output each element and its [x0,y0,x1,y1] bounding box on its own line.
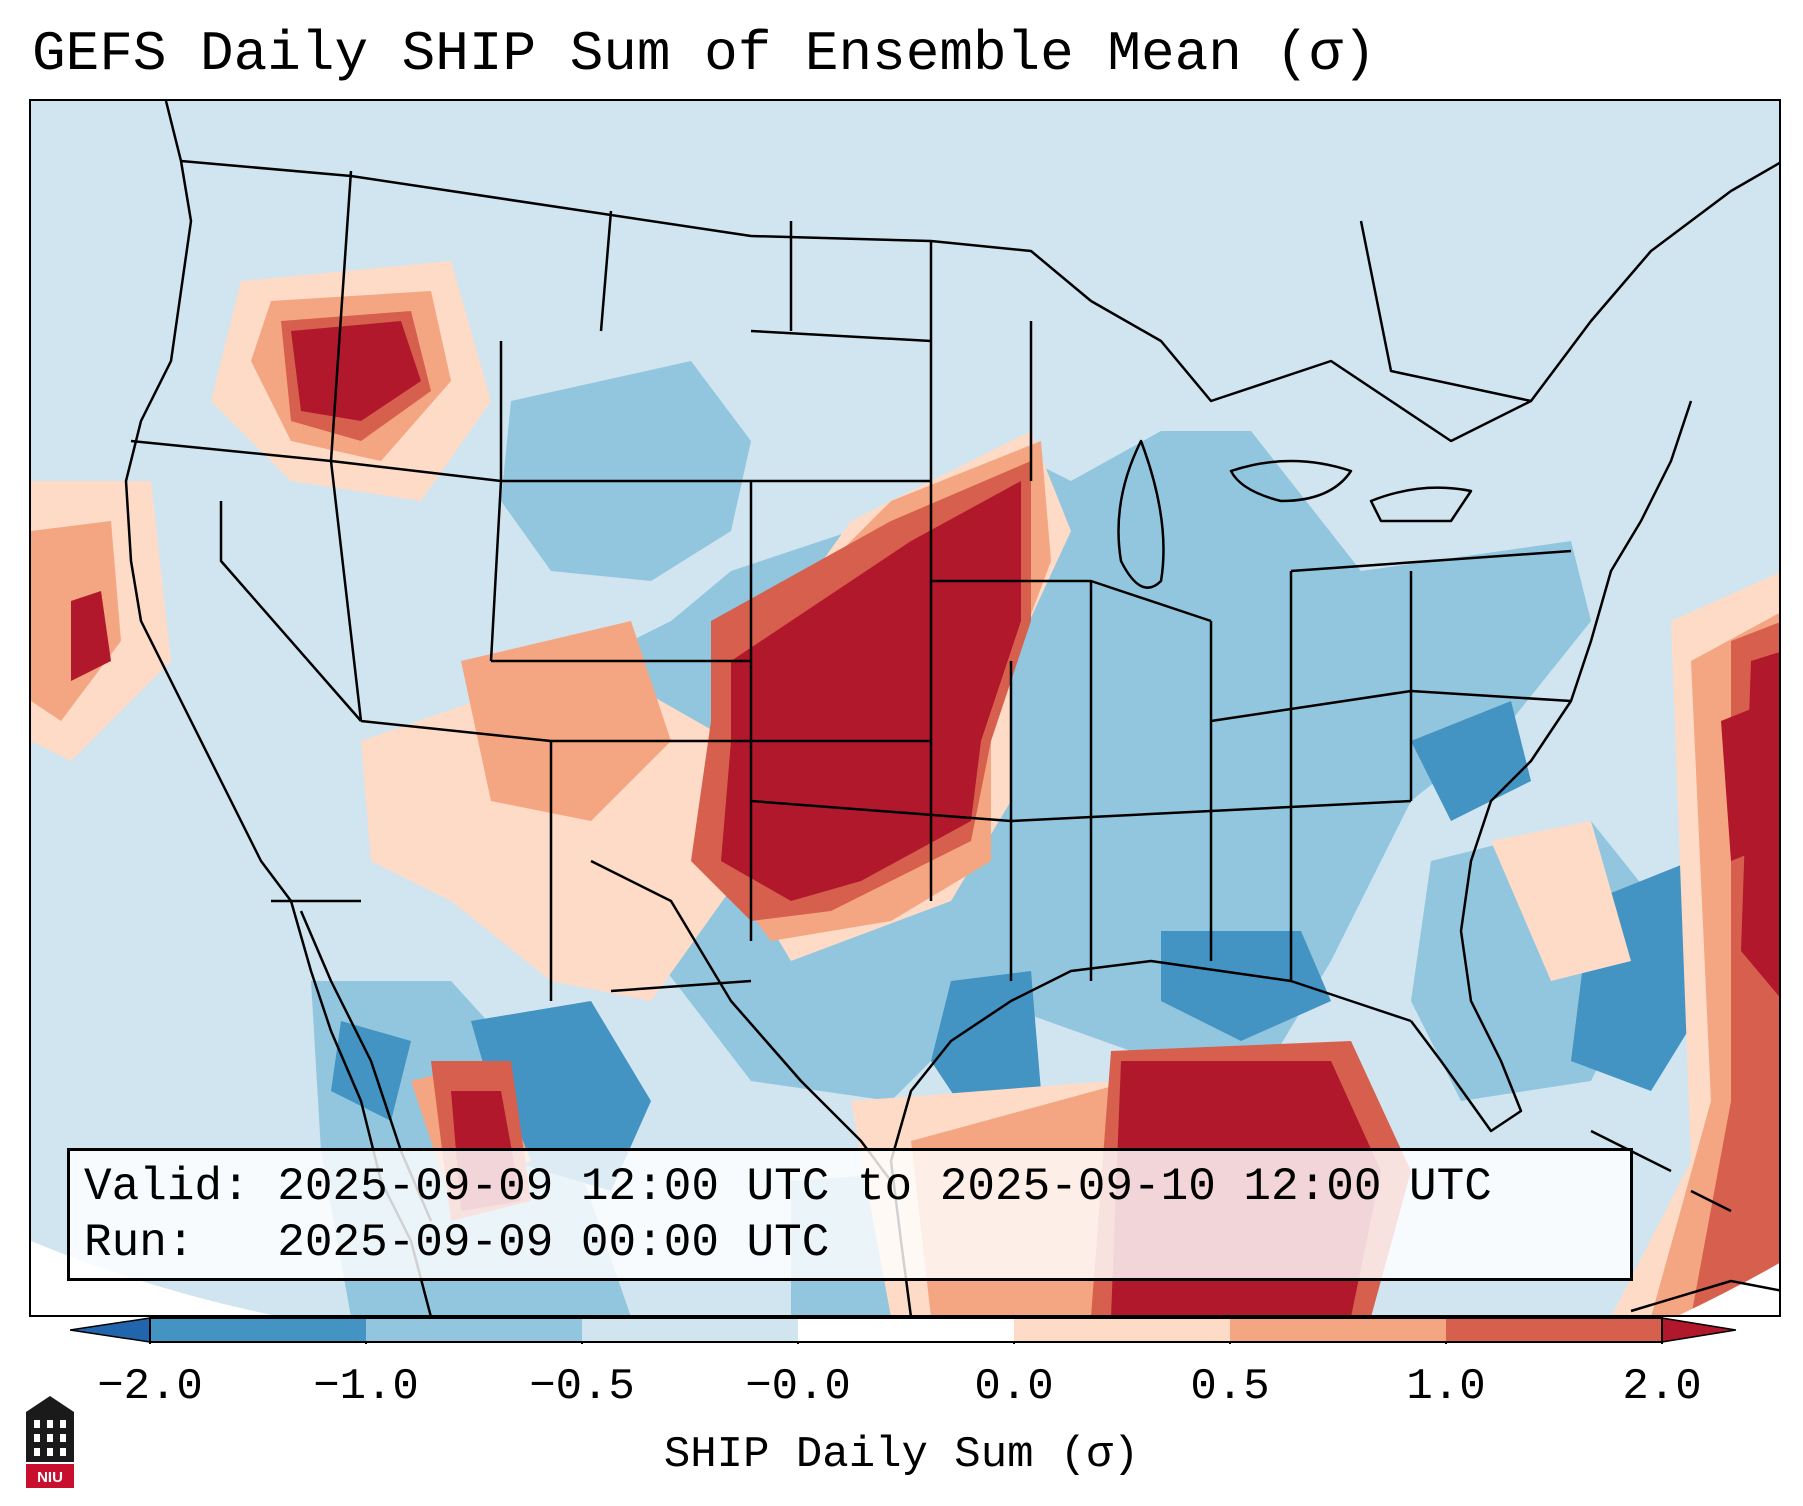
validity-info-box: Valid: 2025-09-09 12:00 UTC to 2025-09-1… [67,1148,1633,1281]
colorbar-bin-neg2-neg1 [150,1318,366,1342]
colorbar-tick-label: 2.0 [1622,1362,1702,1412]
colorbar-tick-label: −2.0 [97,1362,203,1412]
domain-edge-sw [31,1241,272,1315]
colorbar-tick-label: 1.0 [1406,1362,1486,1412]
colorbar-bin-neg05-0 [582,1318,798,1342]
colorbar-bin-0 [798,1318,1014,1342]
colorbar-tick-label: −1.0 [313,1362,419,1412]
ship-field-map [31,101,1779,1315]
colorbar-extend-high [1661,1317,1736,1343]
run-line: Run: 2025-09-09 00:00 UTC [84,1215,1616,1271]
run-value: 2025-09-09 00:00 UTC [277,1217,830,1269]
colorbar-bin-neg1-neg05 [366,1318,582,1342]
field-above-2 [71,321,1779,1315]
colorbar-bin-1-2 [1446,1318,1662,1342]
niu-logo-text: NIU [37,1469,63,1486]
colorbar-label: SHIP Daily Sum (σ) [663,1430,1140,1480]
colorbar-tick-label: 0.5 [1190,1362,1270,1412]
niu-logo-icon: NIU [26,1396,74,1488]
colorbar-bin-05-1 [1230,1318,1446,1342]
valid-value: 2025-09-09 12:00 UTC to 2025-09-10 12:00… [277,1161,1492,1213]
map-title: GEFS Daily SHIP Sum of Ensemble Mean (σ) [32,22,1377,86]
colorbar-extend-low [70,1317,151,1343]
domain-edge-se [1679,1263,1779,1315]
map-panel [29,99,1781,1317]
colorbar-bin-0-05 [1014,1318,1230,1342]
colorbar-tick-label: −0.0 [745,1362,851,1412]
valid-label: Valid: [84,1161,250,1213]
colorbar [70,1317,1736,1344]
run-label: Run: [84,1217,195,1269]
coastlines-and-borders [124,101,1779,1315]
colorbar-tick-label: 0.0 [974,1362,1054,1412]
valid-line: Valid: 2025-09-09 12:00 UTC to 2025-09-1… [84,1159,1616,1215]
colorbar-tick-label: −0.5 [529,1362,635,1412]
